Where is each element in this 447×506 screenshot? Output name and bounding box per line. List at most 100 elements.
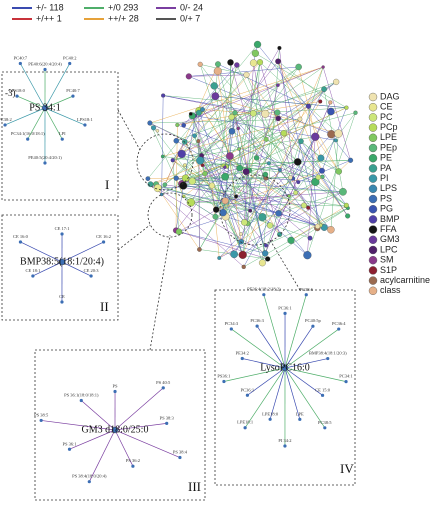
- node: [258, 259, 266, 267]
- node: [276, 83, 280, 87]
- edge: [222, 89, 325, 213]
- edge: [290, 111, 332, 178]
- edge: [223, 85, 279, 166]
- node: [212, 213, 219, 220]
- node: [223, 165, 227, 169]
- edge: [164, 66, 299, 185]
- leaf-label: CE 16:0: [13, 234, 29, 239]
- panel-edge: [61, 241, 104, 263]
- node: [211, 92, 220, 101]
- edge: [215, 167, 241, 210]
- node: [275, 58, 281, 65]
- legend-label: +/0 293: [108, 2, 138, 12]
- edge: [244, 62, 254, 223]
- edge: [278, 112, 356, 214]
- leaf-label: PE36:4(18:2/18:2): [247, 287, 281, 292]
- node: [192, 133, 197, 139]
- panel-edge: [114, 429, 134, 467]
- node: [170, 158, 175, 163]
- edge: [164, 184, 304, 206]
- legend-dot: [368, 123, 378, 132]
- panel-node: [131, 464, 135, 468]
- center-label: GM3 d18:0/25:0: [82, 424, 149, 435]
- edge: [176, 177, 291, 179]
- panel-node: [15, 94, 19, 98]
- node: [230, 250, 238, 259]
- edge: [163, 95, 266, 115]
- node: [262, 171, 269, 178]
- node: [248, 208, 253, 213]
- node: [334, 129, 343, 138]
- node: [333, 78, 340, 86]
- edge: [184, 164, 251, 211]
- edge: [201, 155, 245, 223]
- node: [228, 113, 235, 121]
- panel-node: [262, 293, 266, 297]
- panel-node: [161, 386, 165, 390]
- panel-edge: [32, 261, 63, 277]
- node: [175, 122, 180, 127]
- edge: [264, 102, 331, 254]
- node: [321, 65, 325, 69]
- node: [238, 250, 247, 259]
- edge: [177, 124, 319, 178]
- panel-center: [111, 426, 119, 434]
- edge: [262, 47, 280, 263]
- legend-dot: [368, 194, 378, 204]
- legend-label: +/++ 1: [36, 13, 62, 23]
- edge: [150, 139, 267, 185]
- connector: [149, 234, 171, 351]
- panel-node: [60, 300, 64, 304]
- node: [221, 197, 229, 205]
- node: [200, 107, 205, 112]
- leaf-label: PS: [113, 384, 119, 389]
- edge: [223, 81, 337, 166]
- edge: [181, 153, 280, 171]
- legend-dot: [368, 143, 378, 153]
- legend-label: PE: [380, 153, 392, 163]
- panel-edge: [41, 420, 116, 431]
- edge: [225, 62, 261, 217]
- panel-edge: [4, 107, 46, 126]
- leaf-label: PC36:3: [250, 318, 264, 323]
- legend-dot: [368, 245, 378, 255]
- edge: [315, 181, 347, 206]
- edge: [227, 101, 339, 134]
- leaf-label: PS 40:5: [156, 380, 171, 385]
- node: [161, 93, 166, 98]
- edge: [176, 177, 343, 193]
- node: [353, 110, 358, 115]
- connector: [117, 109, 141, 151]
- node: [301, 202, 307, 209]
- edge: [323, 89, 344, 192]
- leaf-label: LPS18:0: [9, 88, 26, 93]
- leaf-label: PC40:5p: [305, 318, 322, 323]
- panel-edge: [20, 241, 63, 263]
- panel-edge: [88, 429, 116, 482]
- edge: [161, 95, 164, 195]
- panel-node: [243, 426, 247, 430]
- legend-label: PS: [380, 193, 392, 203]
- edge: [181, 74, 247, 155]
- panel-node: [83, 123, 87, 127]
- panel-edge: [223, 367, 286, 382]
- node: [256, 59, 264, 66]
- legend-dot: [368, 266, 378, 275]
- panel-label: I: [105, 177, 109, 192]
- legend-label: S1P: [380, 265, 397, 275]
- node: [320, 174, 325, 179]
- node: [217, 256, 222, 260]
- panel-edge: [284, 367, 301, 420]
- node: [151, 125, 157, 131]
- edge: [150, 183, 251, 211]
- node: [186, 198, 195, 207]
- legend-label: LPC: [380, 244, 398, 254]
- leaf-label: PC38:6: [299, 287, 313, 292]
- edge: [242, 205, 305, 256]
- panel-label: II: [100, 299, 109, 314]
- node: [175, 228, 183, 235]
- edge: [321, 107, 347, 171]
- panel-edge: [44, 107, 86, 126]
- edge: [242, 207, 348, 256]
- panel-edge: [284, 358, 328, 369]
